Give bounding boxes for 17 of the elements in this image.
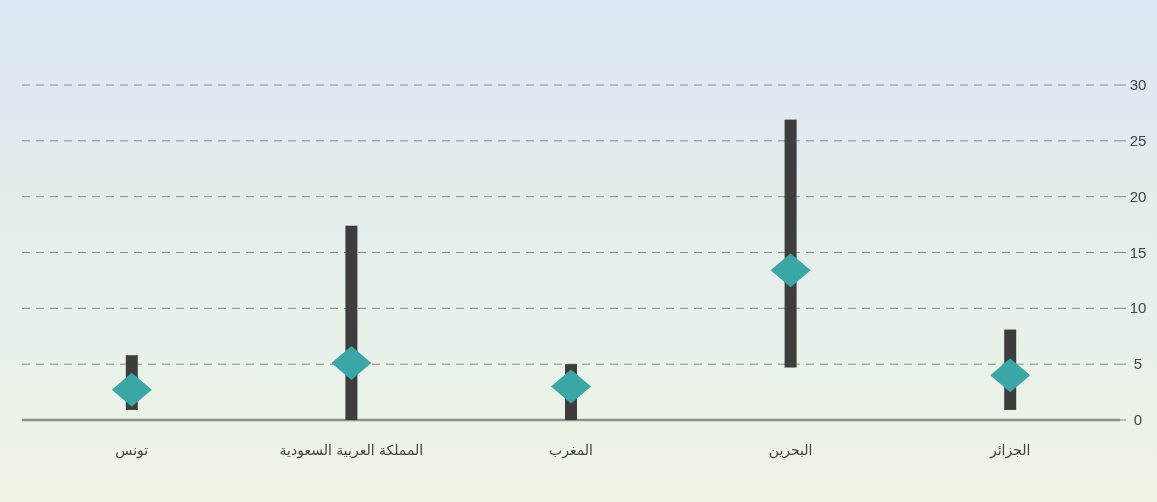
y-tick-label: 10	[1129, 299, 1147, 317]
y-tick-label: 30	[1129, 76, 1147, 93]
y-tick-label: 5	[1133, 355, 1143, 373]
y-tick-label: 0	[1133, 411, 1143, 428]
x-tick-label: تونس	[115, 442, 149, 459]
x-tick-label: المغرب	[549, 442, 593, 459]
x-tick-label: الجزائر	[988, 442, 1031, 459]
point	[331, 346, 372, 381]
point	[990, 358, 1031, 393]
y-tick-label: 20	[1129, 187, 1147, 205]
point	[770, 253, 811, 288]
x-tick-label: المملكة العربية السعودية	[279, 442, 424, 459]
y-tick-label: 25	[1129, 131, 1147, 149]
y-tick-label: 15	[1129, 243, 1147, 261]
point	[111, 372, 152, 407]
point	[551, 369, 591, 404]
x-tick-label: البحرين	[768, 442, 813, 459]
